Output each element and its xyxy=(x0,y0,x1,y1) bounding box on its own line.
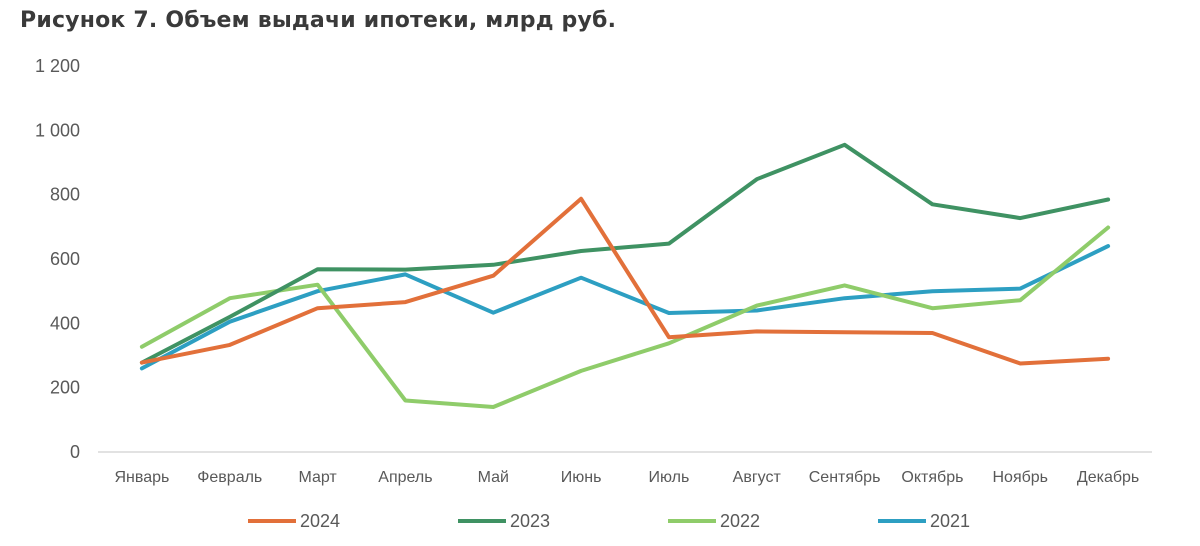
y-axis: 0 200 400 600 800 1 000 1 200 xyxy=(35,56,80,462)
x-tick-label: Июнь xyxy=(561,469,602,486)
x-tick-label: Май xyxy=(478,469,509,486)
y-tick-label: 0 xyxy=(70,442,80,462)
x-tick-label: Ноябрь xyxy=(992,469,1048,486)
y-tick-label: 1 200 xyxy=(35,56,80,76)
legend-label-2022: 2022 xyxy=(720,511,760,531)
x-axis: Январь Февраль Март Апрель Май Июнь Июль Август… xyxy=(98,451,1152,486)
x-tick-label: Сентябрь xyxy=(809,469,881,486)
y-tick-label: 600 xyxy=(50,249,80,269)
y-tick-label: 400 xyxy=(50,313,80,333)
legend-label-2023: 2023 xyxy=(510,511,550,531)
x-tick-label: Декабрь xyxy=(1077,469,1139,486)
legend-label-2021: 2021 xyxy=(930,511,970,531)
legend: 2024 2023 2022 2021 xyxy=(248,511,970,531)
y-tick-label: 800 xyxy=(50,185,80,205)
x-tick-label: Июль xyxy=(649,469,690,486)
y-tick-label: 200 xyxy=(50,378,80,398)
legend-label-2024: 2024 xyxy=(300,511,340,531)
series-line-2023 xyxy=(139,142,1111,365)
chart-title: Рисунок 7. Объем выдачи ипотеки, млрд ру… xyxy=(20,8,617,33)
series-line-2021 xyxy=(139,244,1111,371)
y-tick-label: 1 000 xyxy=(35,120,80,140)
series-line-2022 xyxy=(139,225,1111,409)
x-tick-label: Март xyxy=(298,469,337,486)
x-tick-label: Август xyxy=(733,469,782,486)
x-tick-label: Февраль xyxy=(197,469,262,486)
series-lines xyxy=(139,142,1111,409)
x-tick-label: Апрель xyxy=(378,469,432,486)
x-tick-label: Октябрь xyxy=(901,469,963,486)
x-tick-label: Январь xyxy=(114,469,169,486)
series-line-2024 xyxy=(139,196,1111,366)
